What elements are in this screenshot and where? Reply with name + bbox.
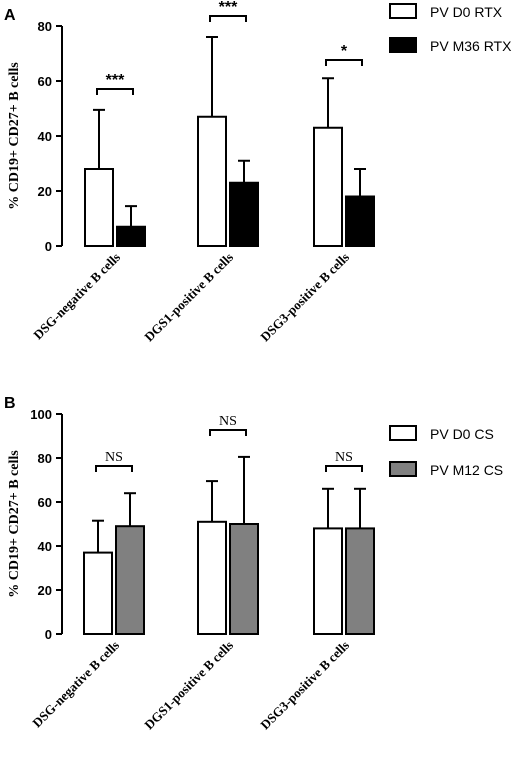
panel-b-bar-b [229,523,259,635]
panel-b-bar-a [313,527,343,636]
panel-a-significance-bracket [96,88,134,95]
panel-b-bar-a [197,520,227,635]
panel-b-legend-swatch [389,461,417,477]
panel-b-bar-b [345,527,375,636]
panel-b-letter: B [4,395,16,412]
panel-b-y-tick-label: 0 [45,627,52,642]
panel-a-bar-b [229,181,259,247]
panel-b-category-label: DSG-negative B cells [29,638,122,731]
panel-b-category-label: DSG3-positive B cells [257,638,352,733]
panel-a-category-label: DSG-negative B cells [30,250,123,343]
panel-b-significance-bracket [325,465,363,472]
panel-a-legend-label: PV D0 RTX [430,4,503,20]
panel-a-legend-swatch [389,3,417,19]
panel-b-y-tick-label: 100 [30,407,52,422]
panel-a-bar-b [116,225,146,247]
panel-a-significance-label: *** [106,72,125,89]
panel-b-legend-label: PV M12 CS [430,462,503,478]
panel-b-bar-a [83,551,113,635]
panel-b-y-tick-label: 80 [38,451,52,466]
panel-b-legend-swatch [389,425,417,441]
panel-a-letter: A [4,7,16,24]
panel-b-significance-bracket [209,429,247,436]
panel-b-significance-label: NS [335,450,353,465]
panel-b-significance-label: NS [219,414,237,429]
panel-a-bar-a [84,168,114,247]
panel-b-y-axis-label: % CD19+ CD27+ B cells [7,450,22,598]
panel-b-significance-label: NS [105,450,123,465]
panel-a-category-label: DSG3-positive B cells [257,250,352,345]
panel-a-legend-swatch [389,37,417,53]
panel-b-chart: B 0 20 40 60 80 100 % CD19+ CD27+ B cells NS DSG-… [4,395,503,732]
panel-a-y-tick-label: 40 [38,129,52,144]
panel-b-y-tick-label: 40 [38,539,52,554]
panel-a-y-tick-label: 80 [38,19,52,34]
panel-b-bar-b [115,525,145,636]
panel-b-y-tick-label: 20 [38,583,52,598]
panel-a-category-label: DGS1-positive B cells [141,250,236,345]
panel-a-significance-label: * [341,43,348,60]
panel-a-y-tick-label: 0 [45,239,52,254]
panel-a-y-tick-label: 20 [38,184,52,199]
panel-a-significance-bracket [325,59,363,66]
panel-a-significance-bracket [209,15,247,22]
panel-b-significance-bracket [95,465,133,472]
panel-a-legend-label: PV M36 RTX [430,38,512,54]
panel-b-category-label: DGS1-positive B cells [141,638,236,733]
panel-a-chart: A 0 20 40 60 80 % CD19+ CD27+ B cells *** DSG-ne… [4,0,512,344]
panel-a-significance-label: *** [219,0,238,16]
panel-b-y-tick-label: 60 [38,495,52,510]
panel-b-legend-label: PV D0 CS [430,426,494,442]
panel-a-y-tick-label: 60 [38,74,52,89]
panel-a-bar-b [345,195,375,247]
panel-a-bar-a [313,126,343,247]
panel-a-bar-a [197,115,227,247]
panel-a-y-axis-label: % CD19+ CD27+ B cells [7,62,22,210]
